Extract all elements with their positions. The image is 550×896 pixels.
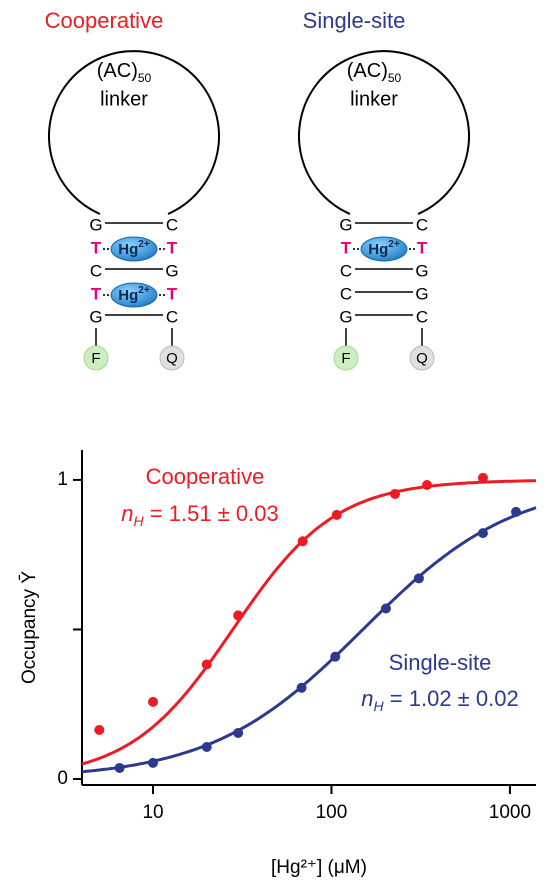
hill-coefficient: nH = 1.51 ± 0.03 — [121, 501, 278, 529]
hill-value: = 1.02 ± 0.02 — [384, 686, 519, 711]
ion-symbol: Hg — [118, 241, 138, 258]
base-left: T — [91, 284, 102, 303]
loop-text: (AC)50 — [347, 60, 402, 85]
data-point — [381, 604, 391, 614]
base-left: T — [91, 238, 102, 257]
series-label: Cooperative — [146, 464, 265, 489]
base-right: C — [166, 307, 178, 326]
loop-label: linker — [100, 88, 148, 110]
loop-base: (AC) — [97, 60, 138, 82]
x-tick-label: 10 — [142, 802, 163, 823]
x-tick-label: 100 — [316, 802, 348, 823]
base-left: C — [340, 284, 352, 303]
base-left: G — [339, 215, 352, 234]
loop-text: (AC)50 — [97, 60, 152, 85]
ion-charge: 2+ — [138, 285, 150, 296]
base-left: G — [339, 307, 352, 326]
base-right: C — [416, 307, 428, 326]
base-left: G — [89, 307, 102, 326]
figure: Cooperative(AC)50linkerGCTTHg2+CGTTHg2+G… — [0, 0, 550, 891]
hill-symbol: n — [121, 501, 133, 526]
series-label: Single-site — [389, 650, 492, 675]
hill-coefficient: nH = 1.02 ± 0.02 — [361, 686, 518, 714]
data-point — [94, 725, 104, 735]
ion-symbol: Hg — [368, 241, 388, 258]
loop-subscript: 50 — [388, 71, 402, 85]
data-point — [233, 610, 243, 620]
data-point — [511, 507, 521, 517]
ion-charge: 2+ — [138, 239, 150, 250]
loop-subscript: 50 — [138, 71, 152, 85]
data-point — [202, 659, 212, 669]
base-left: C — [340, 261, 352, 280]
base-right: T — [167, 238, 178, 257]
fluorophore-label: F — [91, 350, 100, 367]
base-left: G — [89, 215, 102, 234]
diagram-title: Cooperative — [45, 8, 164, 33]
x-axis-label: [Hg²⁺] (μM) — [271, 857, 367, 878]
data-point — [298, 536, 308, 546]
data-point — [478, 473, 488, 483]
base-right: C — [166, 215, 178, 234]
base-left: T — [341, 238, 352, 257]
base-right: G — [415, 261, 428, 280]
base-right: C — [416, 215, 428, 234]
loop-base: (AC) — [347, 60, 388, 82]
x-tick-label: 1000 — [489, 802, 531, 823]
data-point — [414, 573, 424, 583]
data-point — [202, 742, 212, 752]
ion-symbol: Hg — [118, 287, 138, 304]
diagram-title: Single-site — [303, 8, 406, 33]
base-right: G — [415, 284, 428, 303]
loop-label: linker — [350, 88, 398, 110]
data-point — [332, 510, 342, 520]
fit-curve — [82, 508, 536, 772]
hill-value: = 1.51 ± 0.03 — [144, 501, 279, 526]
quencher-label: Q — [416, 350, 428, 367]
data-point — [390, 489, 400, 499]
base-left: C — [90, 261, 102, 280]
quencher-label: Q — [166, 350, 178, 367]
base-right: T — [417, 238, 428, 257]
hill-symbol: n — [361, 686, 373, 711]
ion-charge: 2+ — [388, 239, 400, 250]
data-point — [148, 697, 158, 707]
data-point — [330, 652, 340, 662]
fluorophore-label: F — [341, 350, 350, 367]
y-tick-label: 1 — [57, 469, 68, 490]
data-point — [233, 728, 243, 738]
data-point — [148, 758, 158, 768]
y-tick-label: 0 — [57, 768, 68, 789]
data-point — [478, 528, 488, 538]
base-right: G — [165, 261, 178, 280]
page: Cooperative(AC)50linkerGCTTHg2+CGTTHg2+G… — [0, 0, 550, 891]
base-right: T — [167, 284, 178, 303]
y-axis-label: Occupancy Ȳ — [19, 571, 40, 684]
data-point — [297, 683, 307, 693]
data-point — [115, 763, 125, 773]
data-point — [422, 480, 432, 490]
